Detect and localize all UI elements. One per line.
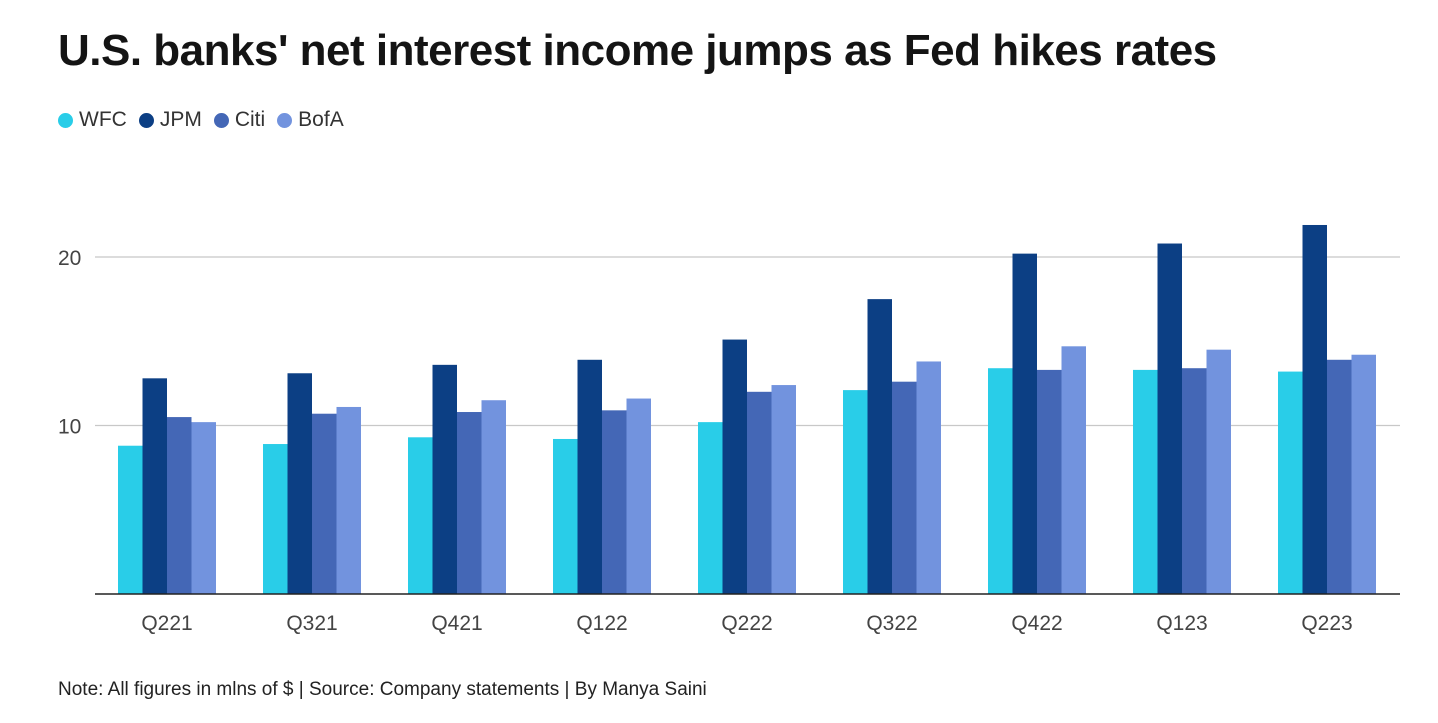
legend-label: Citi: [234, 108, 266, 131]
y-tick-label: 10: [58, 416, 81, 439]
bar-bofa-q221: [191, 422, 216, 594]
bar-wfc-q123: [1133, 369, 1158, 594]
bar-jpm-q122: [577, 359, 602, 594]
x-tick-label: Q422: [1011, 612, 1062, 635]
bar-bofa-q223: [1351, 354, 1376, 594]
legend-label: BofA: [298, 108, 344, 131]
bar-wfc-q122: [553, 438, 578, 594]
bar-bofa-q322: [916, 361, 941, 594]
x-tick-label: Q221: [141, 612, 192, 635]
bar-wfc-q221: [118, 445, 143, 594]
legend-swatch: [138, 112, 154, 128]
bar-bofa-q422: [1061, 346, 1086, 594]
bar-bofa-q421: [481, 400, 506, 594]
bar-wfc-q321: [263, 444, 288, 594]
bar-citi-q321: [312, 413, 337, 594]
legend-label: JPM: [159, 108, 202, 131]
x-tick-label: Q122: [576, 612, 627, 635]
bar-bofa-q122: [626, 398, 651, 594]
bar-wfc-q223: [1278, 371, 1303, 594]
bar-wfc-q421: [408, 437, 433, 594]
source-note: Note: All figures in mlns of $ | Source:…: [58, 679, 707, 700]
legend-item-jpm: JPM: [138, 108, 202, 132]
bar-jpm-q322: [867, 299, 892, 594]
bar-jpm-q221: [142, 378, 167, 594]
bar-citi-q223: [1327, 359, 1352, 594]
legend-swatch: [277, 112, 293, 128]
bar-citi-q122: [602, 410, 627, 594]
bar-wfc-q322: [843, 390, 868, 594]
bar-jpm-q222: [722, 339, 747, 594]
bar-jpm-q223: [1302, 224, 1327, 595]
bar-citi-q421: [457, 412, 482, 594]
legend: WFC JPM Citi BofA: [58, 108, 356, 132]
bar-citi-q221: [167, 417, 192, 594]
bar-bofa-q321: [336, 406, 361, 594]
bar-wfc-q222: [698, 422, 723, 594]
bar-citi-q222: [747, 391, 772, 594]
x-tick-label: Q421: [431, 612, 482, 635]
bar-citi-q322: [892, 381, 917, 594]
legend-swatch: [213, 112, 229, 128]
x-tick-label: Q321: [286, 612, 337, 635]
x-tick-label: Q223: [1301, 612, 1352, 635]
legend-label: WFC: [79, 108, 127, 131]
bar-chart: 10 20 Q221 Q321 Q421 Q122 Q222 Q322 Q422 Q123 Q223: [58, 224, 1400, 635]
legend-item-citi: Citi: [213, 108, 266, 132]
chart-title: U.S. banks' net interest income jumps as…: [58, 26, 1217, 75]
y-tick-label: 20: [58, 247, 81, 270]
bar-wfc-q422: [988, 368, 1013, 594]
bar-bofa-q222: [771, 385, 796, 594]
bar-bofa-q123: [1206, 349, 1231, 594]
bar-jpm-q321: [287, 373, 312, 594]
x-tick-label: Q123: [1156, 612, 1207, 635]
bar-citi-q422: [1037, 369, 1062, 594]
legend-swatch: [58, 112, 73, 128]
bar-jpm-q421: [432, 364, 457, 594]
bar-jpm-q422: [1012, 253, 1037, 594]
x-tick-label: Q222: [721, 612, 772, 635]
legend-item-bofa: BofA: [277, 108, 344, 132]
x-tick-label: Q322: [866, 612, 917, 635]
bar-jpm-q123: [1157, 243, 1182, 594]
legend-item-wfc: WFC: [58, 108, 127, 132]
bar-citi-q123: [1182, 368, 1207, 594]
